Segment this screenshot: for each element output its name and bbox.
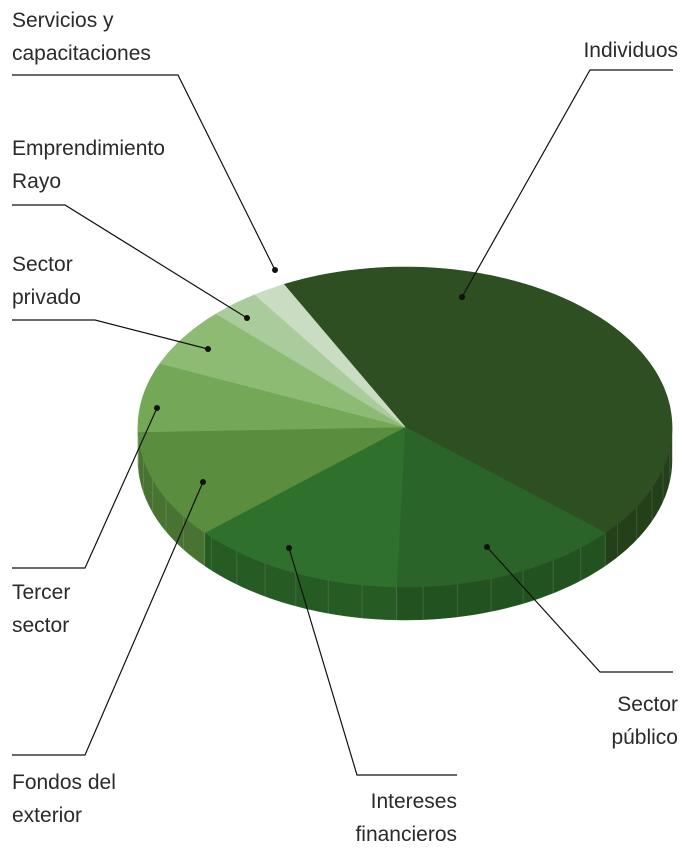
leader-line bbox=[462, 70, 673, 297]
slice-label: Fondos del exterior bbox=[12, 766, 162, 832]
leader-dot bbox=[200, 479, 206, 485]
slice-label: Emprendimiento Rayo bbox=[12, 132, 212, 198]
slice-label: Intereses financieros bbox=[327, 785, 457, 851]
leader-dot bbox=[205, 346, 211, 352]
leader-dot bbox=[244, 315, 250, 321]
slice-label: Sector público bbox=[578, 688, 678, 754]
slice-label: Tercer sector bbox=[12, 576, 122, 642]
leader-line bbox=[12, 408, 157, 568]
leader-dot bbox=[286, 545, 292, 551]
leader-dot bbox=[459, 294, 465, 300]
leader-dot bbox=[272, 267, 278, 273]
leader-dot bbox=[154, 405, 160, 411]
slice-label: Individuos bbox=[548, 34, 678, 67]
leader-dot bbox=[484, 544, 490, 550]
slice-label: Servicios y capacitaciones bbox=[12, 4, 202, 70]
slice-label: Sector privado bbox=[12, 248, 132, 314]
